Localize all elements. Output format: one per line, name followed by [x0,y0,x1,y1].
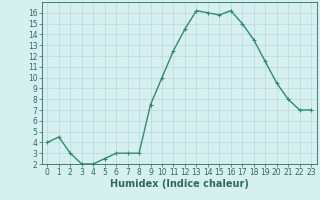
X-axis label: Humidex (Indice chaleur): Humidex (Indice chaleur) [110,179,249,189]
